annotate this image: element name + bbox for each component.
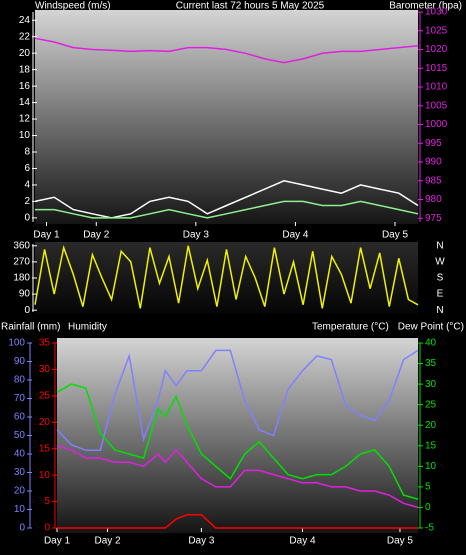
y2-tick-label: 1020	[425, 44, 448, 55]
x-tick-label: Day 3	[188, 536, 215, 547]
series-line	[57, 514, 418, 529]
series-line	[34, 244, 419, 309]
y-tick-label: 6	[24, 163, 30, 174]
y-tick-label: 2	[24, 196, 30, 207]
y2-tick-label: W	[435, 257, 445, 268]
x-tick-label: Day 5	[387, 536, 414, 547]
y2-tick-label: -5	[425, 523, 434, 534]
y-tick-label: 270	[13, 257, 30, 268]
humidity-axis-title: Humidity	[68, 322, 107, 333]
y3-tick-label: 15	[39, 443, 51, 454]
y-tick-label: 50	[14, 430, 26, 441]
y2-tick-label: 30	[425, 379, 437, 390]
y2-tick-label: 35	[425, 358, 437, 369]
y-tick-label: 16	[19, 81, 31, 92]
y3-tick-label: 20	[39, 417, 51, 428]
y2-tick-label: E	[437, 289, 444, 300]
y2-tick-label: 5	[425, 482, 431, 493]
dew-axis-title: Dew Point (°C)	[398, 322, 464, 333]
series-line	[34, 37, 419, 64]
plot-bg	[57, 338, 418, 533]
y-tick-label: 8	[24, 147, 30, 158]
y2-tick-label: 1010	[425, 82, 448, 93]
x-tick-label: Day 2	[94, 536, 121, 547]
y2-tick-label: 10	[425, 461, 437, 472]
y2-tick-label: 40	[425, 338, 437, 349]
y-tick-label: 180	[13, 273, 30, 284]
y2-tick-label: N	[436, 240, 443, 251]
y2-tick-label: 0	[425, 502, 431, 513]
y2-tick-label: 995	[425, 138, 442, 149]
series-line	[34, 180, 419, 219]
y3-tick-label: 25	[39, 390, 51, 401]
y2-tick-label: 1015	[425, 63, 448, 74]
y-tick-label: 22	[19, 31, 31, 42]
y-tick-label: 90	[19, 289, 31, 300]
y2-tick-label: S	[437, 273, 444, 284]
y2-tick-label: 990	[425, 157, 442, 168]
y2-tick-label: 985	[425, 175, 442, 186]
y-tick-label: 360	[13, 240, 30, 251]
y-tick-label: 0	[24, 305, 30, 316]
y3-tick-label: 35	[39, 338, 51, 349]
y-tick-label: 0	[19, 523, 25, 534]
y-tick-label: 12	[19, 114, 31, 125]
y3-tick-label: 10	[39, 470, 51, 481]
y2-tick-label: 975	[425, 213, 442, 224]
chart-title: Current last 72 hours 5 May 2025	[176, 1, 325, 12]
rain-axis-title: Rainfall (mm)	[1, 322, 60, 333]
y-tick-label: 24	[19, 15, 31, 26]
y-tick-label: 90	[14, 356, 26, 367]
y-tick-label: 20	[14, 486, 26, 497]
y2-tick-label: N	[436, 305, 443, 316]
y-tick-label: 10	[14, 504, 26, 515]
y2-axis-title: Barometer (hpa)	[389, 1, 462, 12]
series-line	[56, 383, 419, 500]
y3-tick-label: 30	[39, 364, 51, 375]
y-tick-label: 70	[14, 393, 26, 404]
x-tick-label: Day 2	[83, 230, 110, 241]
y2-tick-label: 1025	[425, 25, 448, 36]
plot-bg	[35, 242, 418, 314]
y2-tick-label: 1005	[425, 100, 448, 111]
y3-tick-label: 0	[44, 523, 50, 534]
temp-axis-title: Temperature (°C)	[312, 322, 389, 333]
series-line	[56, 445, 419, 509]
y2-tick-label: 15	[425, 440, 437, 451]
y-tick-label: 10	[19, 130, 31, 141]
y-tick-label: 0	[24, 213, 30, 224]
series-line	[35, 200, 419, 219]
y2-tick-label: 25	[425, 399, 437, 410]
y-tick-label: 14	[19, 97, 31, 108]
x-tick-label: Day 5	[382, 230, 409, 241]
y-tick-label: 18	[19, 64, 31, 75]
x-tick-label: Day 1	[33, 230, 60, 241]
y-tick-label: 30	[14, 467, 26, 478]
y-tick-label: 40	[14, 449, 26, 460]
series-line	[56, 349, 419, 452]
y2-tick-label: 1000	[425, 119, 448, 130]
plot-bg	[35, 10, 418, 224]
y2-tick-label: 20	[425, 420, 437, 431]
y2-tick-label: 980	[425, 194, 442, 205]
y-axis-title: Windspeed (m/s)	[35, 1, 111, 12]
x-tick-label: Day 4	[289, 536, 316, 547]
y-tick-label: 60	[14, 412, 26, 423]
y-tick-label: 80	[14, 375, 26, 386]
x-tick-label: Day 3	[183, 230, 210, 241]
y2-tick-label: 1030	[425, 7, 448, 18]
y3-tick-label: 5	[44, 496, 50, 507]
x-tick-label: Day 4	[282, 230, 309, 241]
y-tick-label: 20	[19, 48, 31, 59]
y-tick-label: 4	[24, 180, 30, 191]
y-tick-label: 100	[8, 338, 25, 349]
x-tick-label: Day 1	[44, 536, 71, 547]
